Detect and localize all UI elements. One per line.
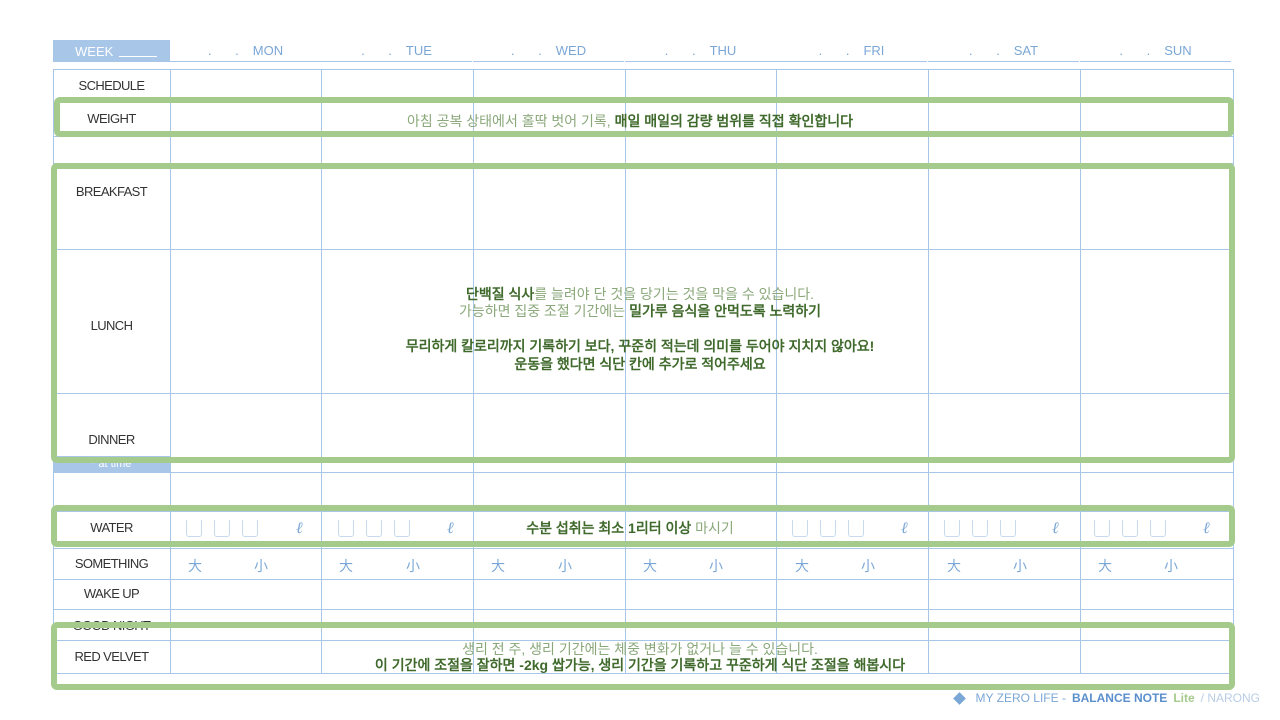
something-big-sat[interactable]: 大 [947,558,961,574]
meal-note-3: 무리하게 칼로리까지 기록하기 보다, 꾸준히 적는데 의미를 두어야 지치지 … [405,338,875,354]
water-cup[interactable] [1122,520,1138,537]
day-header-sun: . . SUN [1080,40,1231,62]
row-divider [53,393,1234,394]
row-label-lunch: LUNCH [90,318,133,333]
something-big-mon[interactable]: 大 [188,558,202,574]
diamond-icon [952,691,966,705]
day-header-sat: . . SAT [928,40,1079,62]
row-divider [53,472,1234,473]
something-big-sun[interactable]: 大 [1098,558,1112,574]
footer-prefix: MY ZERO LIFE - [975,691,1066,705]
footer-lite: Lite [1173,691,1195,705]
row-divider [53,511,1234,512]
column-divider [776,69,777,674]
footer-author: / NARONG [1200,691,1260,705]
liter-mark: ℓ [296,518,303,537]
liter-mark: ℓ [1203,518,1210,537]
row-divider [53,579,1234,580]
water-highlight-frame [51,505,1235,547]
something-big-tue[interactable]: 大 [339,558,353,574]
period-note-2: 이 기간에 조절을 잘하면 -2kg 쌉가능, 생리 기간을 기록하고 꾸준하게… [374,657,906,673]
row-label-breakfast: BREAKFAST [75,184,148,199]
something-big-thu[interactable]: 大 [643,558,657,574]
something-small-mon[interactable]: 小 [254,558,268,574]
row-label-something: SOMETHING [74,556,149,571]
day-header-fri: . . FRI [776,40,927,62]
row-divider [53,548,1234,549]
water-cup[interactable] [944,520,960,537]
row-divider [53,249,1234,250]
water-cup[interactable] [338,520,354,537]
water-cup[interactable] [394,520,410,537]
column-divider [625,69,626,674]
something-big-wed[interactable]: 大 [491,558,505,574]
period-highlight-frame [51,622,1235,690]
meal-note-2: 가능하면 집중 조절 기간에는 밀가루 음식을 안먹도록 노력하기 [458,303,822,319]
something-small-tue[interactable]: 小 [406,558,420,574]
footer-credit: MY ZERO LIFE - BALANCE NOTE Lite / NARON… [952,691,1260,705]
row-label-schedule: SCHEDULE [78,78,146,93]
week-label-box: WEEK [53,40,170,62]
period-note-1: 생리 전 주, 생리 기간에는 체중 변화가 없거나 늘 수 있습니다. [462,641,818,657]
water-cup[interactable] [848,520,864,537]
meal-note-4: 운동을 했다면 식단 칸에 추가로 적어주세요 [514,356,766,372]
week-label: WEEK [75,43,114,59]
row-label-red-velvet: RED VELVET [74,649,150,664]
day-header-wed: . . WED [473,40,624,62]
liter-mark: ℓ [447,518,454,537]
row-label-water: WATER [90,520,133,535]
day-header-mon: . . MON [170,40,321,62]
day-header-tue: . . TUE [321,40,472,62]
row-divider [53,609,1234,610]
column-divider [928,69,929,674]
footer-brand: BALANCE NOTE [1071,691,1168,705]
something-big-fri[interactable]: 大 [795,558,809,574]
weight-note: 아침 공복 상태에서 홀딱 벗어 기록, 매일 매일의 감량 범위를 직접 확인… [407,113,853,129]
water-cup[interactable] [1150,520,1166,537]
row-divider [53,640,1234,641]
something-small-sun[interactable]: 小 [1164,558,1178,574]
column-divider [170,69,171,674]
water-cup[interactable] [214,520,230,537]
row-label-dinner: DINNER [88,432,135,447]
week-number-line[interactable] [119,46,158,57]
column-divider [321,69,322,674]
something-small-thu[interactable]: 小 [709,558,723,574]
day-header-thu: . . THU [625,40,776,62]
row-label-wake-up: WAKE UP [83,586,140,601]
weight-highlight-frame [54,97,1234,137]
water-cup[interactable] [820,520,836,537]
water-cup[interactable] [1094,520,1110,537]
water-cup[interactable] [186,520,202,537]
something-small-sat[interactable]: 小 [1013,558,1027,574]
liter-mark: ℓ [1052,518,1059,537]
meals-highlight-frame [51,163,1235,463]
something-small-wed[interactable]: 小 [558,558,572,574]
water-cup[interactable] [792,520,808,537]
water-cup[interactable] [242,520,258,537]
water-cup[interactable] [366,520,382,537]
water-cup[interactable] [1000,520,1016,537]
something-small-fri[interactable]: 小 [861,558,875,574]
meal-note-1: 단백질 식사를 늘려야 단 것을 당기는 것을 막을 수 있습니다. [465,286,815,302]
liter-mark: ℓ [901,518,908,537]
water-note: 수분 섭취는 최소 1리터 이상 마시기 [526,520,734,536]
water-cup[interactable] [972,520,988,537]
column-divider [1080,69,1081,674]
row-label-weight: WEIGHT [87,111,136,126]
column-divider [473,69,474,674]
